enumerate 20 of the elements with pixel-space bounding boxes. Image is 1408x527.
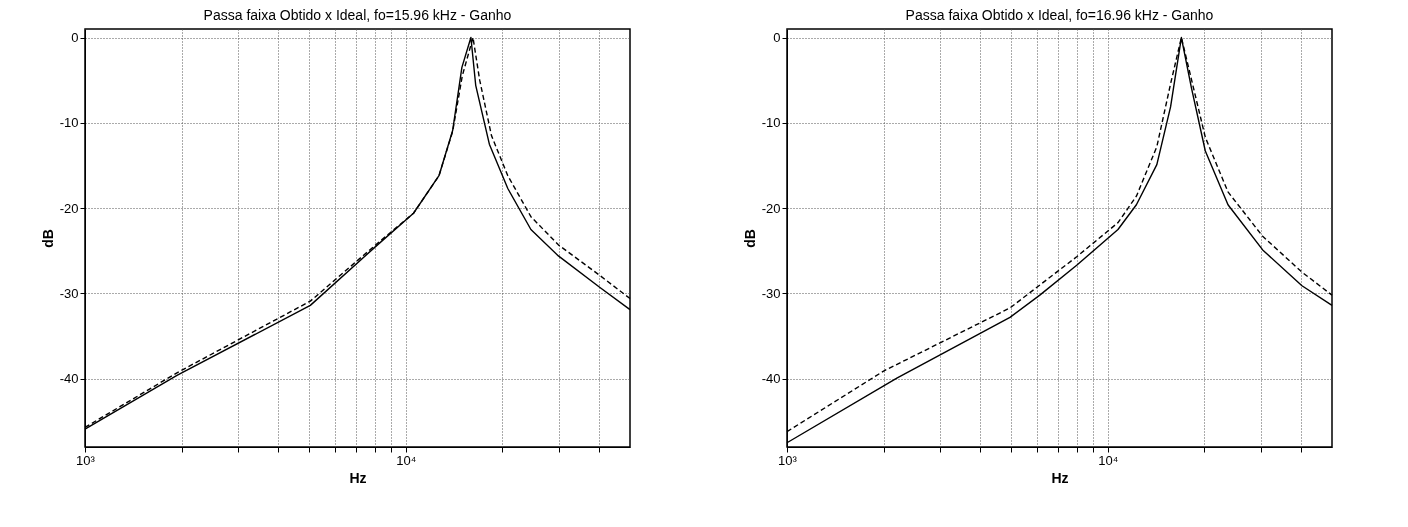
y-axis-title: dB	[39, 229, 56, 248]
y-tick-label: -40	[761, 371, 781, 387]
y-tick-label: -10	[761, 115, 781, 131]
chart-title: Passa faixa Obtido x Ideal, fo=16.96 kHz - Ganho	[905, 7, 1214, 23]
y-tick-label: -30	[59, 285, 79, 301]
y-axis-title: dB	[741, 229, 758, 248]
x-tick-label: 10³	[778, 452, 798, 468]
y-tick-label: -10	[59, 115, 79, 131]
x-tick-label: 10⁴	[1098, 452, 1119, 468]
x-tick-label: 10³	[76, 452, 96, 468]
y-tick-label: 0	[71, 30, 79, 46]
y-tick-label: 0	[773, 30, 781, 46]
y-tick-label: -20	[761, 200, 781, 216]
x-axis-title: Hz	[1051, 469, 1069, 486]
y-tick-label: -30	[761, 285, 781, 301]
chart-title: Passa faixa Obtido x Ideal, fo=15.96 kHz - Ganho	[203, 7, 512, 23]
y-tick-label: -20	[59, 200, 79, 216]
x-axis-title: Hz	[349, 469, 367, 486]
y-tick-label: -40	[59, 371, 79, 387]
x-tick-label: 10⁴	[396, 452, 417, 468]
